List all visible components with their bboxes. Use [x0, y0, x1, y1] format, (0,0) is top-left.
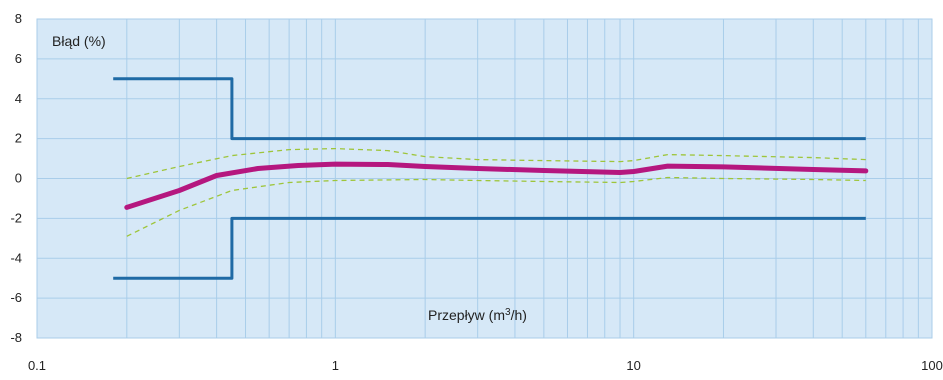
y-tick-label: 2: [15, 131, 22, 146]
y-tick-label: 6: [15, 51, 22, 66]
x-axis-label-tail: /h): [511, 307, 527, 323]
y-axis-label: Błąd (%): [52, 33, 106, 49]
y-tick-label: -6: [10, 290, 22, 305]
x-axis-label: Przepływ (m3/h): [428, 307, 527, 323]
x-tick-label: 10: [626, 358, 640, 373]
y-tick-label: -8: [10, 330, 22, 345]
tick-labels: 8 6 4 2 0 -2 -4 -6 -8 0.1 1 10 100: [10, 11, 942, 373]
x-tick-label: 1: [332, 358, 339, 373]
upper-limit-line: [113, 77, 866, 141]
y-tick-label: 4: [15, 91, 22, 106]
lower-tolerance-band-line: [126, 176, 866, 237]
error-curve-line: [124, 161, 869, 210]
series-layer: [113, 77, 869, 280]
upper-tolerance-band-line: [126, 147, 866, 180]
y-tick-label: -4: [10, 250, 22, 265]
lower-limit-line: [113, 216, 866, 280]
y-tick-label: 0: [15, 171, 22, 186]
x-tick-label: 100: [921, 358, 943, 373]
x-axis-label-base: Przepływ (m: [428, 307, 505, 323]
x-axis-label-superscript: 3: [505, 307, 511, 318]
x-tick-label: 0.1: [28, 358, 46, 373]
y-tick-label: -2: [10, 210, 22, 225]
y-tick-label: 8: [15, 11, 22, 26]
